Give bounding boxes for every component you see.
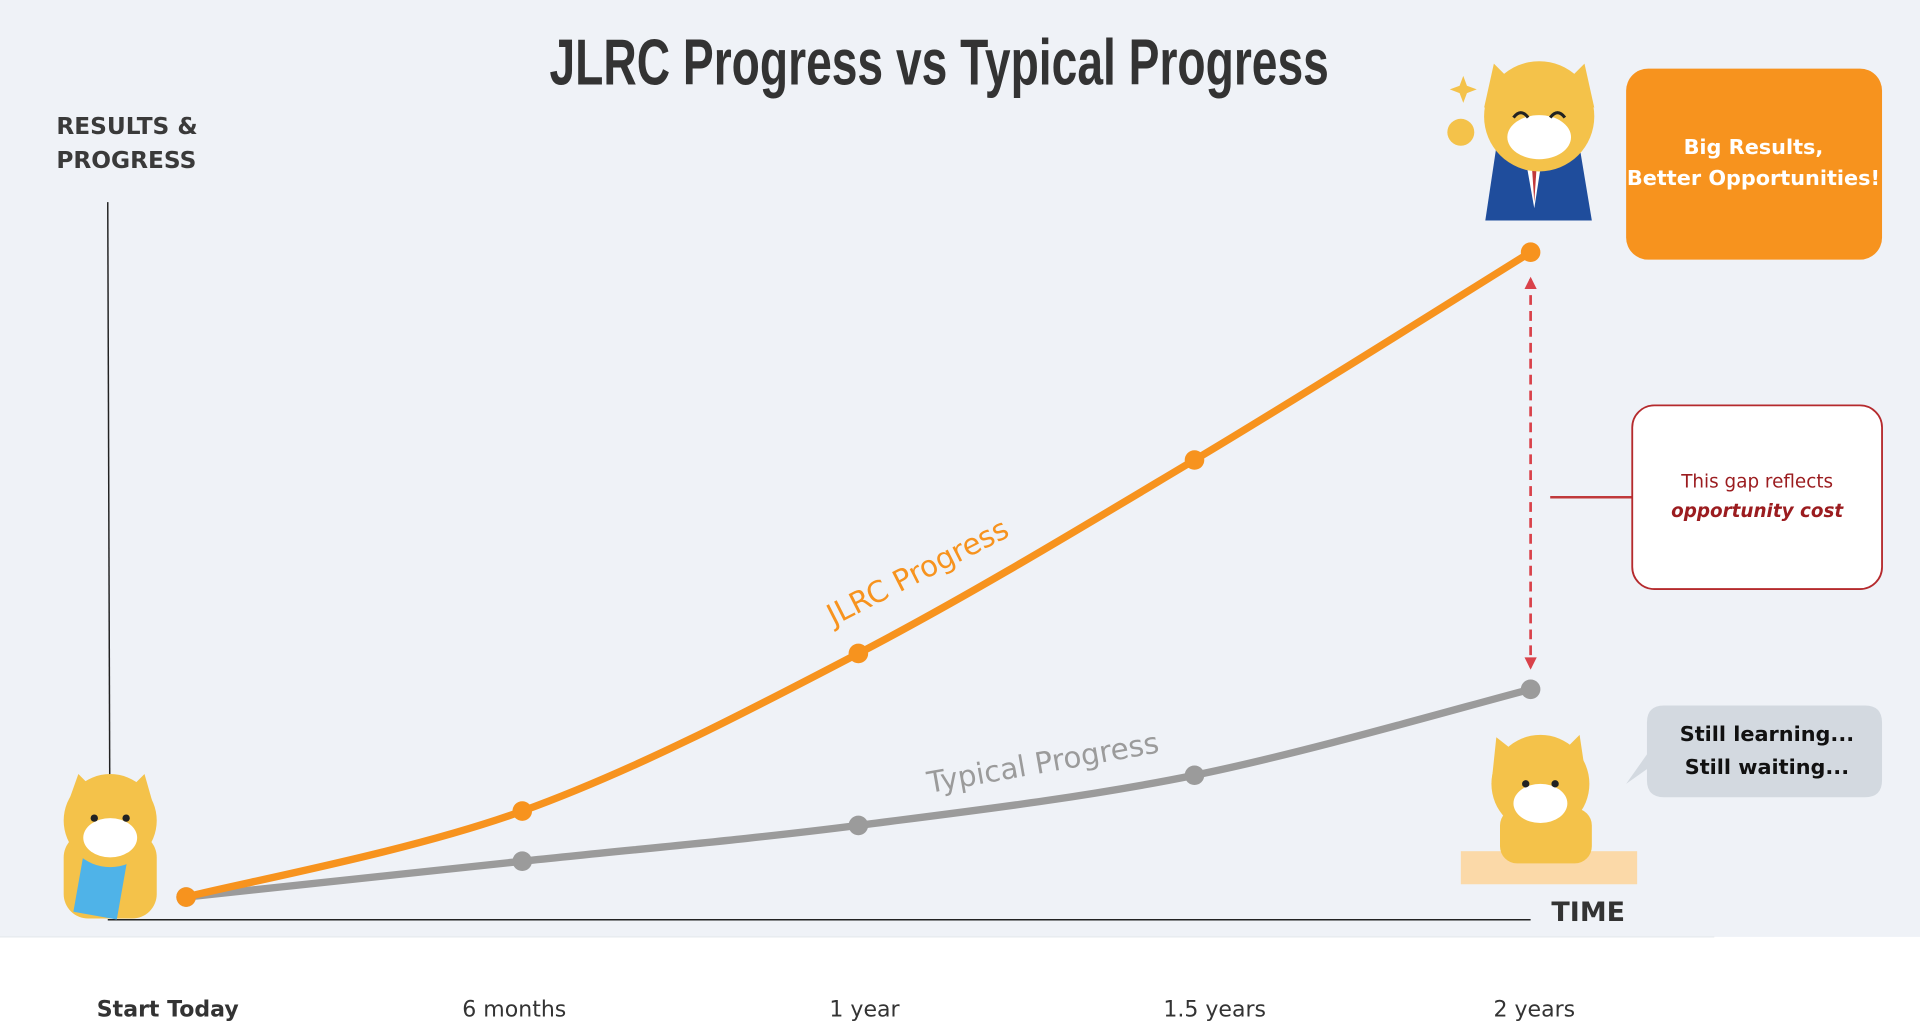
x-tick-label: 1 year (829, 997, 900, 1022)
callout-box (1626, 68, 1883, 260)
callout-text: Still learning... (1680, 722, 1854, 746)
data-point (1520, 242, 1541, 263)
plot-background (0, 0, 1920, 937)
callout-text: Still waiting... (1685, 755, 1849, 779)
callout-box (1626, 705, 1883, 798)
data-point (848, 815, 869, 836)
x-axis-label: TIME (1551, 897, 1625, 928)
callout-text: This gap reflects (1680, 472, 1833, 493)
data-point (512, 801, 533, 821)
y-axis-label: RESULTS & (56, 113, 197, 140)
callout-text: opportunity cost (1671, 501, 1844, 522)
callout-text: Big Results, (1684, 135, 1824, 159)
data-point (1184, 450, 1205, 470)
x-tick-label: 6 months (462, 997, 566, 1022)
shiba-success (1447, 61, 1595, 221)
data-point (1184, 765, 1205, 786)
x-tick-label: Start Today (97, 997, 239, 1022)
callout-box (1631, 404, 1883, 591)
data-point (176, 887, 196, 907)
gap-arrowhead (1524, 276, 1537, 289)
data-point (512, 851, 533, 872)
y-axis-label: PROGRESS (56, 147, 196, 174)
chart-title: JLRC Progress vs Typical Progress (550, 26, 1329, 99)
x-tick-label: 1.5 years (1163, 997, 1266, 1022)
data-point (1520, 679, 1541, 700)
gap-arrowhead (1524, 657, 1537, 670)
callout-text: Better Opportunities! (1627, 166, 1880, 190)
shiba-start (63, 774, 157, 920)
x-tick-label: 2 years (1493, 997, 1575, 1022)
shiba-waiting (1460, 734, 1638, 885)
data-point (848, 643, 869, 664)
